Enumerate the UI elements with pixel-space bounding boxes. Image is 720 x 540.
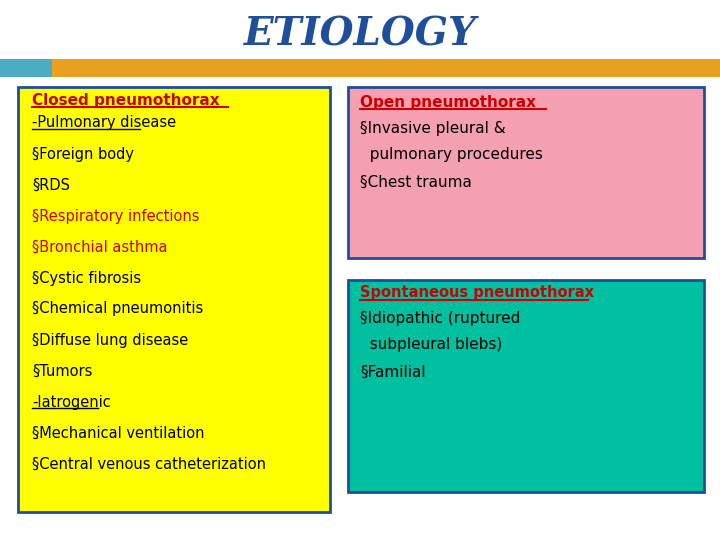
Text: Closed pneumothorax: Closed pneumothorax: [32, 92, 220, 107]
FancyBboxPatch shape: [0, 59, 52, 77]
Text: §Chest trauma: §Chest trauma: [360, 174, 472, 190]
Text: §Bronchial asthma: §Bronchial asthma: [32, 240, 168, 254]
Text: §Tumors: §Tumors: [32, 363, 92, 379]
Text: Open pneumothorax: Open pneumothorax: [360, 94, 536, 110]
Text: pulmonary procedures: pulmonary procedures: [360, 147, 543, 163]
FancyBboxPatch shape: [348, 280, 704, 492]
Text: §Idiopathic (ruptured: §Idiopathic (ruptured: [360, 310, 521, 326]
Text: §Central venous catheterization: §Central venous catheterization: [32, 456, 266, 471]
FancyBboxPatch shape: [52, 59, 720, 77]
Text: ETIOLOGY: ETIOLOGY: [243, 16, 477, 54]
Text: Spontaneous pneumothorax: Spontaneous pneumothorax: [360, 286, 594, 300]
FancyBboxPatch shape: [348, 87, 704, 258]
Text: subpleural blebs): subpleural blebs): [360, 338, 503, 353]
Text: -Pulmonary disease: -Pulmonary disease: [32, 116, 176, 131]
Text: §Mechanical ventilation: §Mechanical ventilation: [32, 426, 204, 441]
Text: §Invasive pleural &: §Invasive pleural &: [360, 120, 505, 136]
Text: §Cystic fibrosis: §Cystic fibrosis: [32, 271, 141, 286]
Text: -Iatrogenic: -Iatrogenic: [32, 395, 111, 409]
Text: §Respiratory infections: §Respiratory infections: [32, 208, 199, 224]
Text: §Chemical pneumonitis: §Chemical pneumonitis: [32, 301, 203, 316]
Text: §Familial: §Familial: [360, 364, 426, 380]
Text: §Foreign body: §Foreign body: [32, 146, 134, 161]
Text: §Diffuse lung disease: §Diffuse lung disease: [32, 333, 188, 348]
Text: §RDS: §RDS: [32, 178, 70, 192]
FancyBboxPatch shape: [18, 87, 330, 512]
